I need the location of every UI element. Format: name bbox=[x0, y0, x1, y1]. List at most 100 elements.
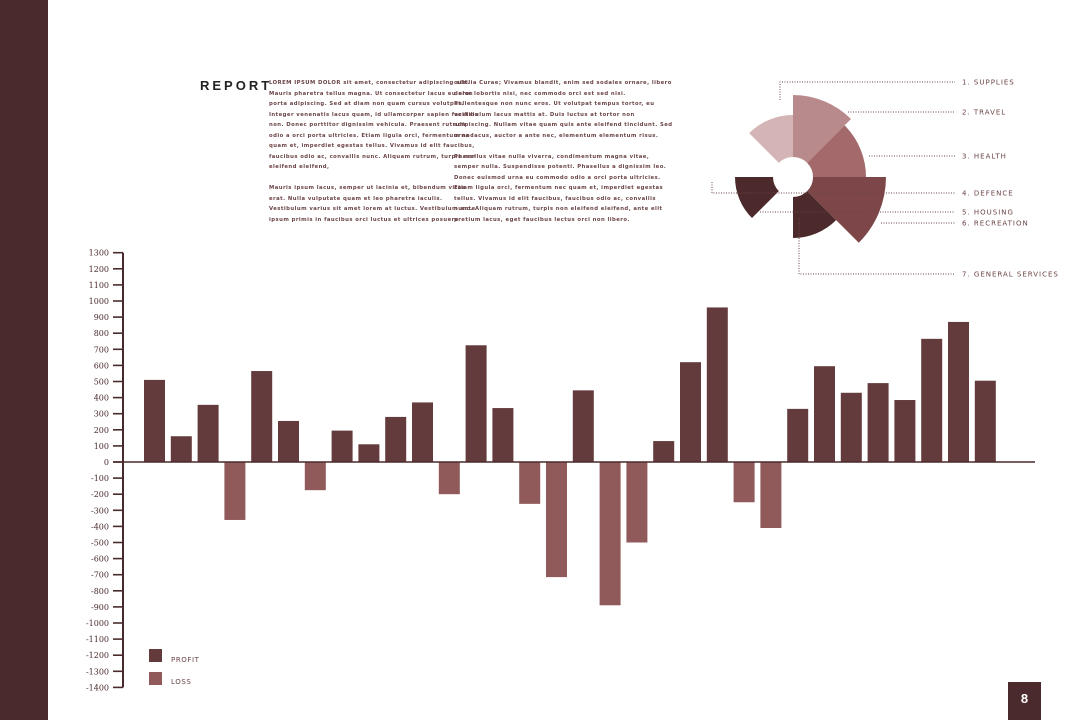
profit-bar bbox=[331, 430, 353, 462]
text-line: erat. Nulla vulputate quam et leo pharet… bbox=[269, 195, 443, 202]
text-line: vestibulum lacus mattis at. Duis luctus … bbox=[454, 111, 635, 118]
text-line: Donec euismod urna eu commodo odio a orc… bbox=[454, 174, 661, 181]
y-tick-label: 1100 bbox=[89, 281, 109, 290]
loss-bar bbox=[519, 462, 541, 504]
profit-bar bbox=[894, 400, 916, 462]
text-line: Pellentesque non nunc eros. Ut volutpat … bbox=[454, 101, 655, 107]
y-tick-label: -900 bbox=[91, 603, 109, 612]
loss-bar bbox=[224, 462, 246, 520]
text-line: urna lacus, auctor a ante nec, elementum… bbox=[454, 132, 659, 139]
text-line: Phasellus vitae nulla viverra, condiment… bbox=[454, 153, 650, 160]
leader-line bbox=[779, 81, 955, 100]
body-text-column-1: LOREM IPSUM DOLOR sit amet, consectetur … bbox=[269, 78, 478, 225]
polar-label: 6. RECREATION bbox=[962, 220, 1029, 228]
leader-line bbox=[711, 182, 955, 194]
sidebar-band bbox=[0, 0, 48, 720]
text-line: Mauris ipsum lacus, semper ut lacinia et… bbox=[269, 185, 466, 191]
y-tick-label: -200 bbox=[91, 490, 109, 499]
polar-sector bbox=[735, 177, 779, 219]
polar-label: 5. HOUSING bbox=[962, 209, 1014, 217]
text-line: Etiam ligula orci, fermentum nec quam et… bbox=[454, 185, 664, 191]
polar-label: 1. SUPPLIES bbox=[962, 79, 1015, 87]
profit-bar bbox=[572, 390, 594, 462]
y-tick-label: -800 bbox=[91, 587, 109, 596]
loss-bar bbox=[599, 462, 621, 606]
page-number: 8 bbox=[1008, 682, 1041, 720]
text-line: pretium lacus, eget faucibus lectus orci… bbox=[454, 216, 630, 223]
profit-bar bbox=[814, 366, 835, 462]
profit-bar bbox=[921, 338, 943, 462]
profit-bar bbox=[278, 420, 299, 462]
y-tick-label: 1300 bbox=[89, 249, 109, 258]
legend-label-loss: LOSS bbox=[171, 678, 192, 686]
polar-sector bbox=[793, 191, 837, 238]
text-line: Integer venenatis lacus quam, id ullamco… bbox=[269, 111, 479, 118]
y-tick-label: 700 bbox=[94, 345, 109, 354]
text-line: ipsum primis in faucibus orci luctus et … bbox=[269, 216, 459, 223]
text-line: odio a orci porta ultricies. Etiam ligul… bbox=[269, 132, 474, 139]
profit-bar bbox=[385, 416, 407, 462]
text-line: cubilia Curae; Vivamus blandit, enim sed… bbox=[454, 80, 672, 86]
y-tick-label: 200 bbox=[94, 426, 109, 435]
text-line: adipiscing. Nullam vitae quam quis ante … bbox=[454, 122, 673, 128]
y-tick-label: -1100 bbox=[86, 635, 109, 644]
polar-label: 2. TRAVEL bbox=[962, 109, 1006, 117]
y-tick-label: 600 bbox=[94, 361, 109, 370]
loss-bar bbox=[304, 462, 326, 491]
leader-line bbox=[798, 218, 955, 275]
profit-bar bbox=[358, 444, 380, 462]
text-line: quam et, imperdiet egestas tellus. Vivam… bbox=[269, 143, 475, 149]
polar-sector bbox=[749, 115, 793, 163]
legend-swatch-profit bbox=[149, 649, 162, 662]
y-tick-label: 800 bbox=[94, 329, 109, 338]
y-tick-label: 100 bbox=[94, 442, 109, 451]
text-line: faucibus odio ac, convallis nunc. Aliqua… bbox=[269, 153, 477, 160]
profit-bar bbox=[948, 321, 969, 462]
y-tick-label: -100 bbox=[91, 474, 109, 483]
y-tick-label: 900 bbox=[94, 313, 109, 322]
text-line: LOREM IPSUM DOLOR sit amet, consectetur … bbox=[269, 80, 471, 86]
y-tick-label: 0 bbox=[104, 458, 109, 467]
profit-bar bbox=[170, 436, 192, 462]
polar-sector bbox=[793, 95, 851, 163]
loss-bar bbox=[760, 462, 782, 529]
y-tick-label: -1200 bbox=[86, 651, 109, 660]
text-line: Vestibulum varius sit amet lorem at luct… bbox=[269, 206, 476, 212]
profit-bar bbox=[492, 408, 514, 462]
profit-bar bbox=[787, 408, 809, 462]
y-tick-label: -600 bbox=[91, 555, 109, 564]
profit-bar bbox=[412, 402, 433, 462]
profit-bar bbox=[251, 371, 273, 462]
y-tick-label: 400 bbox=[94, 394, 109, 403]
text-line: porta adipiscing. Sed at diam non quam c… bbox=[269, 101, 464, 107]
text-line: non. Donec porttitor dignissim vehicula.… bbox=[269, 122, 466, 128]
profit-bar bbox=[653, 441, 675, 462]
profit-bar bbox=[197, 404, 219, 462]
text-line: semper nulla. Suspendisse potenti. Phase… bbox=[454, 164, 667, 170]
y-tick-label: -1400 bbox=[86, 683, 109, 692]
profit-bar bbox=[706, 307, 728, 462]
loss-bar bbox=[626, 462, 648, 543]
text-line: Mauris pharetra tellus magna. Ut consect… bbox=[269, 90, 474, 97]
text-line: tellus. Vivamus id elit faucibus, faucib… bbox=[454, 195, 656, 202]
polar-sector bbox=[807, 125, 866, 177]
profit-bar bbox=[867, 383, 889, 462]
loss-bar bbox=[546, 462, 567, 578]
y-tick-label: 500 bbox=[94, 378, 109, 387]
profit-bar bbox=[465, 345, 487, 462]
y-tick-label: -300 bbox=[91, 506, 109, 515]
y-tick-label: -700 bbox=[91, 571, 109, 580]
text-line: nunc. Aliquam rutrum, turpis non eleifen… bbox=[454, 206, 663, 212]
y-tick-label: -500 bbox=[91, 539, 109, 548]
text-line: dolor lobortis nisi, nec commodo orci es… bbox=[454, 90, 626, 97]
legend-label-profit: PROFIT bbox=[171, 656, 200, 664]
polar-label: 7. GENERAL SERVICES bbox=[962, 271, 1059, 279]
legend-swatch-loss bbox=[149, 672, 162, 685]
polar-label: 4. DEFENCE bbox=[962, 190, 1014, 198]
body-text-column-2: cubilia Curae; Vivamus blandit, enim sed… bbox=[454, 78, 673, 225]
loss-bar bbox=[733, 462, 755, 503]
profit-bar bbox=[974, 380, 996, 462]
polar-label: 3. HEALTH bbox=[962, 153, 1007, 161]
profit-bar bbox=[840, 392, 862, 462]
